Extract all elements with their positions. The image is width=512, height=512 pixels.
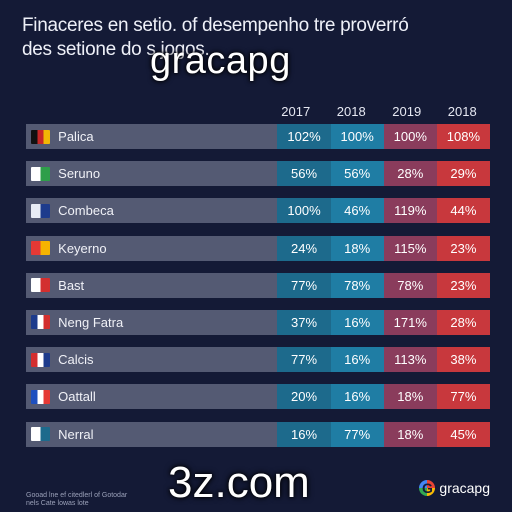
flag-icon bbox=[31, 166, 51, 181]
data-cell: 28% bbox=[383, 161, 437, 187]
row-label: Neng Fatra bbox=[58, 314, 124, 330]
watermark-top: gracapg bbox=[150, 40, 291, 82]
column-header: 2019 bbox=[392, 104, 422, 119]
table-row: Bast 77% 78% 78% 23% bbox=[26, 272, 490, 298]
data-cell: 100% bbox=[277, 198, 331, 224]
data-cell: 46% bbox=[330, 198, 384, 224]
flag-icon bbox=[31, 352, 51, 367]
flag-icon bbox=[31, 278, 51, 293]
table-row: Nerral 16% 77% 18% 45% bbox=[26, 421, 490, 447]
data-cell: 24% bbox=[277, 235, 331, 261]
row-label: Combeca bbox=[58, 203, 114, 219]
data-cell: 20% bbox=[277, 384, 331, 410]
brand-logo: G gracapg bbox=[419, 480, 490, 496]
flag-icon bbox=[31, 241, 51, 256]
data-cell: 37% bbox=[277, 309, 331, 335]
data-cell: 16% bbox=[330, 384, 384, 410]
data-cell: 102% bbox=[277, 124, 331, 149]
data-cell: 171% bbox=[383, 309, 437, 335]
google-g-icon: G bbox=[419, 480, 436, 496]
data-cell: 78% bbox=[330, 272, 384, 298]
data-cell: 100% bbox=[383, 124, 437, 149]
table-row: Calcis 77% 16% 113% 38% bbox=[26, 347, 490, 373]
table-row: Seruno 56% 56% 28% 29% bbox=[26, 161, 490, 187]
row-label: Seruno bbox=[58, 166, 101, 182]
data-cell: 45% bbox=[436, 421, 490, 447]
footnote-line: nels Cate lowas lote bbox=[26, 500, 89, 507]
table-row: Oattall 20% 16% 18% 77% bbox=[26, 384, 490, 410]
data-cell: 44% bbox=[436, 198, 490, 224]
footnote-line: Gooad lne ef citedlerl of Gotodar bbox=[26, 492, 128, 499]
data-cell: 108% bbox=[436, 124, 490, 149]
row-label: Nerral bbox=[58, 426, 94, 442]
flag-icon bbox=[31, 315, 51, 330]
data-cell: 28% bbox=[436, 309, 490, 335]
brand-label: gracapg bbox=[439, 480, 490, 496]
flag-icon bbox=[31, 427, 51, 441]
footnote: Gooad lne ef citedlerl of Gotodar nels C… bbox=[26, 492, 166, 508]
data-cell: 16% bbox=[277, 421, 331, 447]
data-cell: 38% bbox=[436, 347, 490, 373]
row-label: Calcis bbox=[58, 352, 94, 368]
data-cell: 119% bbox=[383, 198, 437, 224]
row-label: Bast bbox=[58, 277, 85, 293]
data-cell: 18% bbox=[383, 384, 437, 410]
title-line-2: des setione do s jogos. bbox=[22, 39, 210, 60]
flag-icon bbox=[31, 389, 51, 404]
data-cell: 113% bbox=[383, 347, 437, 373]
table-row: Neng Fatra 37% 16% 171% 28% bbox=[26, 309, 490, 335]
data-cell: 100% bbox=[330, 124, 384, 149]
flag-icon bbox=[31, 203, 51, 218]
data-cell: 23% bbox=[436, 272, 490, 298]
data-cell: 16% bbox=[330, 347, 384, 373]
data-cell: 56% bbox=[277, 161, 331, 187]
column-header: 2018 bbox=[336, 104, 366, 119]
row-label: Oattall bbox=[58, 389, 96, 405]
table-body: Palica 102% 100% 100% 108% Seruno 56% 56% 28% 29%… bbox=[26, 124, 490, 459]
chart-title: Finaceres en setio. of desempenho tre pr… bbox=[22, 14, 492, 62]
data-cell: 77% bbox=[277, 272, 331, 298]
data-cell: 16% bbox=[330, 309, 384, 335]
data-cell: 56% bbox=[330, 161, 384, 187]
watermark-bottom: 3z.com bbox=[168, 458, 310, 507]
data-cell: 18% bbox=[330, 235, 384, 261]
row-label: Keyerno bbox=[58, 240, 107, 256]
column-header: 2017 bbox=[281, 104, 311, 119]
data-cell: 78% bbox=[383, 272, 437, 298]
table-row: Combeca 100% 46% 119% 44% bbox=[26, 198, 490, 224]
data-cell: 77% bbox=[277, 347, 331, 373]
data-cell: 29% bbox=[436, 161, 490, 187]
flag-icon bbox=[31, 129, 51, 144]
column-header-row: 2017 2018 2019 2018 bbox=[268, 104, 490, 119]
table-row: Keyerno 24% 18% 115% 23% bbox=[26, 235, 490, 261]
data-cell: 115% bbox=[383, 235, 437, 261]
data-cell: 77% bbox=[436, 384, 490, 410]
title-line-1: Finaceres en setio. of desempenho tre pr… bbox=[22, 15, 409, 36]
row-label: Palica bbox=[58, 129, 94, 144]
data-cell: 77% bbox=[330, 421, 384, 447]
table-row: Palica 102% 100% 100% 108% bbox=[26, 124, 490, 149]
data-cell: 23% bbox=[436, 235, 490, 261]
data-cell: 18% bbox=[383, 421, 437, 447]
column-header: 2018 bbox=[447, 104, 477, 119]
